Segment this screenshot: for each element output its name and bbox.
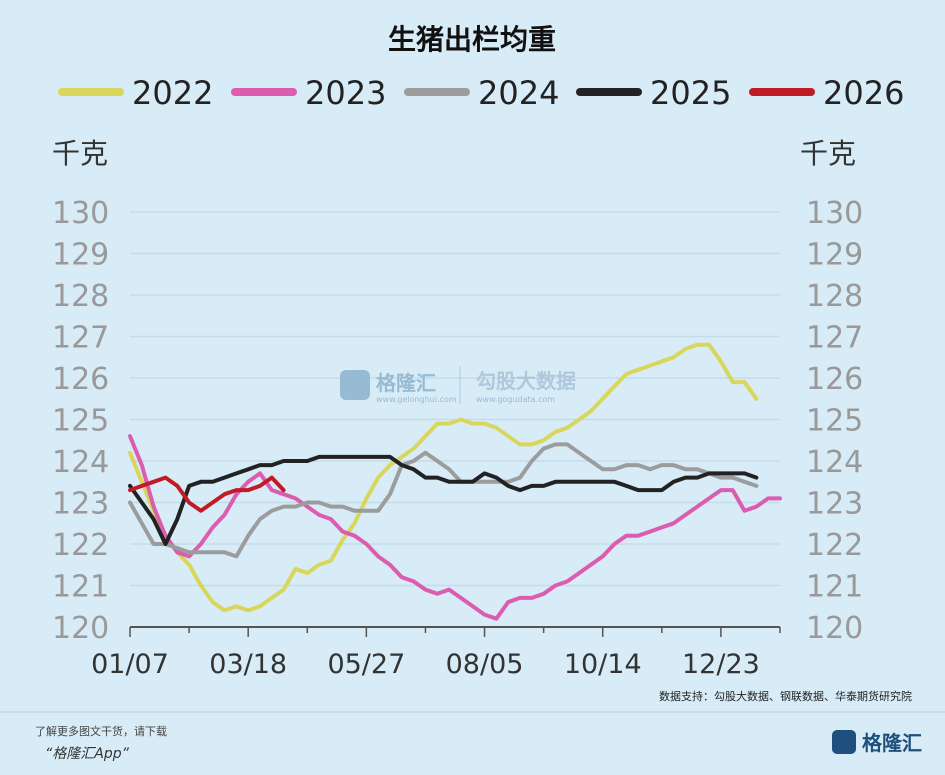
y-tick-label-right: 123 <box>806 487 863 522</box>
footer-line-2: “格隆汇App” <box>45 746 130 762</box>
y-tick-label-right: 124 <box>806 445 863 480</box>
x-tick-label: 03/18 <box>209 649 287 680</box>
y-tick-label-left: 125 <box>52 404 109 439</box>
grid <box>130 211 780 587</box>
y-tick-label-right: 121 <box>806 570 863 605</box>
y-tick-label-left: 121 <box>52 570 109 605</box>
y-ticks: 130 130 129 129 128 128 127 127 126 126 125 125 124 1… <box>52 196 863 646</box>
y-axis-unit-left: 千克 <box>52 137 108 170</box>
y-tick-label-left: 122 <box>52 528 109 563</box>
chart-title: 生猪出栏均重 <box>388 23 556 56</box>
legend-label-2026: 2026 <box>823 74 904 112</box>
x-tick-label: 10/14 <box>564 649 642 680</box>
y-tick-label-left: 130 <box>52 196 109 231</box>
x-tick-label: 08/05 <box>446 649 524 680</box>
watermark-brand-url: www.gelonghui.com <box>376 395 457 404</box>
legend-label-2025: 2025 <box>650 74 731 112</box>
footer-brand-logo: 格隆汇 <box>832 730 922 755</box>
y-tick-label-right: 127 <box>806 321 863 356</box>
y-tick-label-left: 129 <box>52 238 109 273</box>
x-tick-label: 01/07 <box>91 649 169 680</box>
series-lines <box>128 342 782 621</box>
y-tick-label-right: 125 <box>806 404 863 439</box>
series-line-2024 <box>128 442 759 559</box>
series-line-2026 <box>128 475 286 513</box>
y-tick-label-right: 126 <box>806 362 863 397</box>
series-line-2023 <box>128 434 782 621</box>
y-tick-label-left: 124 <box>52 445 109 480</box>
y-tick-label-right: 130 <box>806 196 863 231</box>
y-tick-label-right: 129 <box>806 238 863 273</box>
legend-label-2024: 2024 <box>478 74 559 112</box>
x-tick-label: 12/23 <box>682 649 760 680</box>
y-tick-label-right: 120 <box>806 611 863 646</box>
watermark-partner: 勾股大数据 <box>476 369 576 393</box>
watermark-partner-url: www.gogudata.com <box>476 395 555 404</box>
y-tick-label-left: 126 <box>52 362 109 397</box>
watermark: 格隆汇 www.gelonghui.com 勾股大数据 www.gogudata… <box>340 366 576 404</box>
watermark-logo-icon <box>340 370 370 400</box>
brand-logo-icon <box>832 730 856 754</box>
x-tick-label: 05/27 <box>327 649 405 680</box>
y-tick-label-right: 122 <box>806 528 863 563</box>
y-tick-label-right: 128 <box>806 279 863 314</box>
series-line-2025 <box>128 454 759 546</box>
watermark-brand: 格隆汇 <box>376 371 436 395</box>
footer-brand: 格隆汇 <box>862 731 922 755</box>
series-line-2022 <box>128 342 759 613</box>
legend-label-2022: 2022 <box>132 74 213 112</box>
y-tick-label-left: 123 <box>52 487 109 522</box>
footer-line-1: 了解更多图文干货，请下载 <box>35 724 167 738</box>
y-tick-label-left: 128 <box>52 279 109 314</box>
y-axis-unit-right: 千克 <box>800 137 856 170</box>
source-note: 数据支持：勾股大数据、钢联数据、华泰期货研究院 <box>659 689 912 703</box>
legend: 2022 2023 2024 2025 2026 <box>58 74 904 112</box>
legend-label-2023: 2023 <box>305 74 386 112</box>
x-axis: 01/07 03/18 05/27 08/05 10/14 12/23 <box>91 626 781 680</box>
y-tick-label-left: 120 <box>52 611 109 646</box>
y-tick-label-left: 127 <box>52 321 109 356</box>
